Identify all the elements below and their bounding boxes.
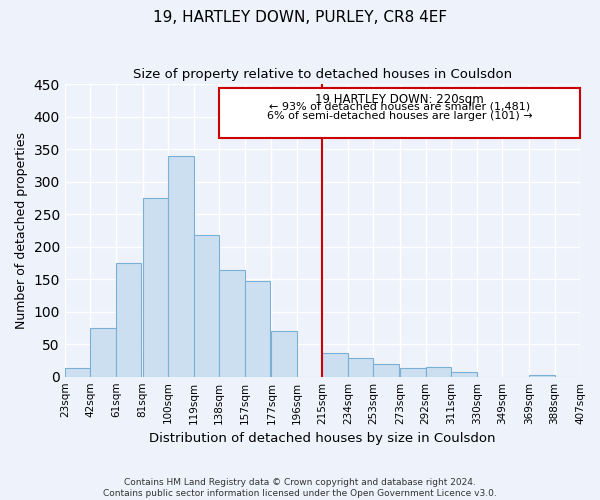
Bar	[194, 235, 219, 376]
Bar	[373, 364, 399, 376]
Text: 6% of semi-detached houses are larger (101) →: 6% of semi-detached houses are larger (1…	[267, 111, 532, 121]
Bar	[426, 367, 451, 376]
Bar	[451, 372, 476, 376]
Bar	[245, 281, 270, 376]
Text: 19 HARTLEY DOWN: 220sqm: 19 HARTLEY DOWN: 220sqm	[315, 93, 484, 106]
Bar	[143, 198, 168, 376]
Bar	[271, 331, 297, 376]
Y-axis label: Number of detached properties: Number of detached properties	[15, 132, 28, 329]
Title: Size of property relative to detached houses in Coulsdon: Size of property relative to detached ho…	[133, 68, 512, 80]
Bar	[219, 270, 245, 376]
Bar	[90, 328, 116, 376]
Text: ← 93% of detached houses are smaller (1,481): ← 93% of detached houses are smaller (1,…	[269, 102, 530, 112]
Bar	[400, 368, 426, 376]
FancyBboxPatch shape	[219, 88, 580, 138]
Bar	[322, 352, 348, 376]
Bar	[529, 374, 554, 376]
Bar	[168, 156, 194, 376]
Bar	[116, 263, 141, 376]
Bar	[65, 368, 90, 376]
Text: Contains HM Land Registry data © Crown copyright and database right 2024.
Contai: Contains HM Land Registry data © Crown c…	[103, 478, 497, 498]
Text: 19, HARTLEY DOWN, PURLEY, CR8 4EF: 19, HARTLEY DOWN, PURLEY, CR8 4EF	[153, 10, 447, 25]
X-axis label: Distribution of detached houses by size in Coulsdon: Distribution of detached houses by size …	[149, 432, 496, 445]
Bar	[348, 358, 373, 376]
